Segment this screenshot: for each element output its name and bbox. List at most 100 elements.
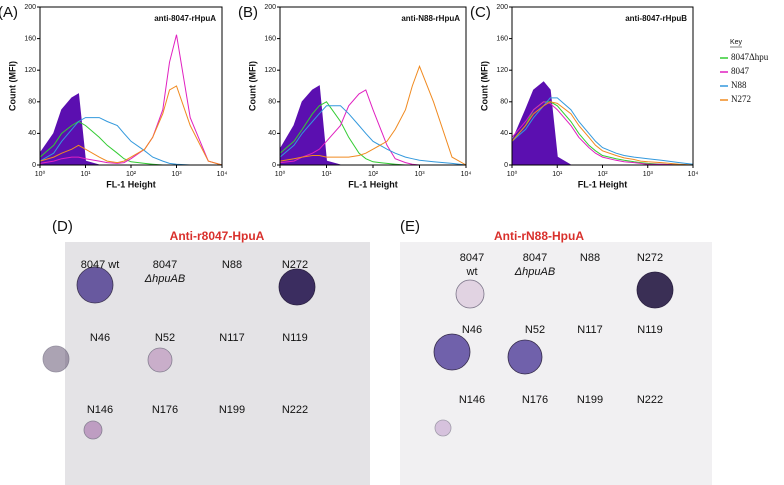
x-tick-label: 10¹ bbox=[80, 171, 91, 178]
sample-label: N176 bbox=[152, 404, 178, 416]
sample-label: 8047 bbox=[460, 252, 484, 264]
blot-spot bbox=[434, 419, 452, 437]
y-tick-label: 80 bbox=[28, 99, 36, 106]
blot-membrane bbox=[65, 242, 370, 485]
line bbox=[39, 85, 223, 166]
sample-label: N88 bbox=[222, 259, 242, 271]
sample-label: N46 bbox=[462, 324, 482, 336]
legend-label: 8047 bbox=[731, 66, 750, 76]
blot-spot bbox=[83, 420, 103, 440]
y-tick-label: 80 bbox=[268, 99, 276, 106]
y-tick-label: 200 bbox=[24, 4, 36, 11]
y-tick-label: 200 bbox=[496, 4, 508, 11]
sample-label: N119 bbox=[282, 332, 307, 344]
sample-label: N272 bbox=[282, 259, 308, 271]
area bbox=[279, 85, 466, 166]
sample-label: N117 bbox=[219, 332, 244, 344]
y-tick-label: 0 bbox=[272, 162, 276, 169]
x-tick-label: 10⁴ bbox=[688, 171, 699, 178]
y-tick-label: 0 bbox=[504, 162, 508, 169]
y-tick-label: 160 bbox=[264, 35, 276, 42]
y-tick-label: 80 bbox=[500, 99, 508, 106]
sample-label: N88 bbox=[580, 252, 600, 264]
legend-label: N272 bbox=[731, 94, 751, 104]
sample-label: N52 bbox=[525, 324, 545, 336]
y-tick-label: 160 bbox=[24, 35, 36, 42]
sample-label: N52 bbox=[155, 332, 175, 344]
panel-label: (E) bbox=[400, 218, 420, 235]
panel-label: (A) bbox=[0, 4, 18, 21]
y-tick-label: 40 bbox=[268, 130, 276, 137]
x-tick-label: 10³ bbox=[643, 171, 654, 178]
y-tick-label: 40 bbox=[500, 130, 508, 137]
sample-label: N146 bbox=[459, 394, 485, 406]
x-tick-label: 10³ bbox=[171, 171, 182, 178]
x-tick-label: 10¹ bbox=[321, 171, 332, 178]
x-tick-label: 10³ bbox=[414, 171, 425, 178]
y-axis-label: Count (MFI) bbox=[247, 61, 257, 111]
x-tick-label: 10⁰ bbox=[275, 170, 286, 178]
plot-frame bbox=[39, 6, 223, 166]
x-axis-label: FL-1 Height bbox=[578, 179, 628, 189]
sample-label: ΔhpuAB bbox=[514, 266, 555, 278]
line bbox=[279, 105, 467, 166]
sample-label: N222 bbox=[637, 394, 663, 406]
y-tick-label: 160 bbox=[496, 35, 508, 42]
x-tick-label: 10⁴ bbox=[217, 171, 228, 178]
y-tick-label: 40 bbox=[28, 130, 36, 137]
chart-title: anti-8047-rHpuB bbox=[625, 14, 687, 23]
panel-label: (C) bbox=[470, 4, 491, 21]
sample-label: N272 bbox=[637, 252, 663, 264]
x-tick-label: 10² bbox=[126, 171, 137, 178]
x-tick-label: 10⁰ bbox=[507, 170, 518, 178]
blot-title: Anti-r8047-HpuA bbox=[170, 229, 265, 243]
x-tick-label: 10⁰ bbox=[35, 170, 46, 178]
blot-spot bbox=[433, 333, 471, 371]
y-tick-label: 120 bbox=[24, 67, 36, 74]
sample-label: 8047 wt bbox=[81, 259, 120, 271]
plot-frame bbox=[511, 6, 694, 166]
legend-label: N88 bbox=[731, 80, 747, 90]
y-tick-label: 200 bbox=[264, 4, 276, 11]
x-tick-label: 10² bbox=[368, 171, 379, 178]
line bbox=[39, 117, 222, 166]
y-tick-label: 120 bbox=[264, 67, 276, 74]
blot-spot bbox=[278, 268, 316, 306]
sample-label: N146 bbox=[87, 404, 113, 416]
legend-label: 8047Δhpu bbox=[731, 52, 769, 62]
y-axis-label: Count (MFI) bbox=[7, 61, 17, 111]
x-tick-label: 10¹ bbox=[552, 171, 563, 178]
sample-label: N176 bbox=[522, 394, 548, 406]
blot-spot bbox=[147, 347, 173, 373]
sample-label: 8047 bbox=[523, 252, 547, 264]
sample-label: wt bbox=[466, 266, 478, 278]
blot-title: Anti-rN88-HpuA bbox=[494, 229, 584, 243]
sample-label: N117 bbox=[577, 324, 602, 336]
blot-spot bbox=[42, 345, 70, 373]
sample-label: N222 bbox=[282, 404, 308, 416]
x-axis-label: FL-1 Height bbox=[106, 179, 156, 189]
blot-spot bbox=[455, 279, 485, 309]
line bbox=[511, 101, 693, 166]
sample-label: 8047 bbox=[153, 259, 177, 271]
y-tick-label: 120 bbox=[496, 67, 508, 74]
x-tick-label: 10⁴ bbox=[461, 171, 472, 178]
plot-frame bbox=[279, 6, 467, 166]
sample-label: ΔhpuAB bbox=[144, 273, 185, 285]
chart-title: anti-N88-rHpuA bbox=[401, 14, 460, 23]
line bbox=[279, 64, 467, 166]
blot-spot bbox=[636, 271, 674, 309]
sample-label: N46 bbox=[90, 332, 110, 344]
sample-label: N199 bbox=[219, 404, 245, 416]
blot-spot bbox=[507, 339, 543, 375]
y-tick-label: 0 bbox=[32, 162, 36, 169]
blot-spot bbox=[76, 266, 114, 304]
legend-title: Key bbox=[730, 39, 743, 46]
line bbox=[511, 101, 694, 166]
panel-label: (B) bbox=[238, 4, 258, 21]
line bbox=[39, 34, 223, 166]
chart-title: anti-8047-rHpuA bbox=[154, 14, 216, 23]
sample-label: N119 bbox=[637, 324, 662, 336]
x-tick-label: 10² bbox=[597, 171, 608, 178]
